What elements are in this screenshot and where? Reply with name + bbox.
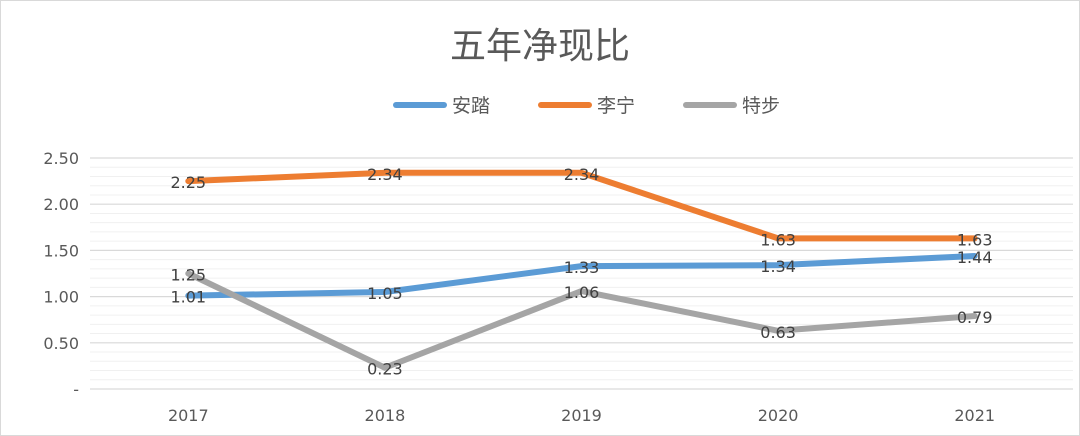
x-tick-label: 2019 (561, 406, 602, 425)
legend: 安踏 李宁 特步 (393, 95, 780, 117)
data-label: 1.25 (170, 266, 206, 285)
y-tick-label: 0.50 (43, 334, 79, 353)
chart-title: 五年净现比 (450, 26, 630, 67)
data-label: 0.79 (957, 308, 993, 327)
data-label: 1.63 (957, 230, 993, 249)
y-axis: - 0.50 1.00 1.50 2.00 2.50 (43, 149, 79, 399)
data-label: 1.44 (957, 248, 993, 267)
data-label: 0.63 (760, 323, 796, 342)
data-label: 2.34 (564, 165, 600, 184)
y-tick-label: 1.50 (43, 241, 79, 260)
legend-label: 安踏 (452, 95, 490, 117)
data-label: 1.34 (760, 257, 796, 276)
series-line (185, 252, 978, 299)
series-line (185, 270, 978, 371)
x-tick-label: 2021 (954, 406, 995, 425)
y-tick-label: 2.50 (43, 149, 79, 168)
x-tick-label: 2020 (758, 406, 799, 425)
data-label: 1.63 (760, 230, 796, 249)
data-label: 0.23 (367, 360, 403, 379)
y-tick-label: 1.00 (43, 288, 79, 307)
series-lines (185, 169, 978, 371)
data-label: 1.33 (564, 258, 600, 277)
series-line (185, 169, 978, 242)
x-tick-label: 2017 (168, 406, 209, 425)
data-label: 1.06 (564, 283, 600, 302)
x-axis: 2017 2018 2019 2020 2021 (168, 406, 995, 425)
data-labels: 1.01 1.05 1.33 1.34 1.44 2.25 2.34 2.34 1.63 1.63… (170, 165, 992, 379)
y-tick-label: - (73, 380, 79, 399)
data-label: 2.34 (367, 165, 403, 184)
x-tick-label: 2018 (365, 406, 406, 425)
legend-label: 李宁 (597, 95, 635, 117)
legend-label: 特步 (742, 95, 780, 117)
data-label: 2.25 (170, 173, 206, 192)
data-label: 1.05 (367, 284, 403, 303)
y-tick-label: 2.00 (43, 195, 79, 214)
data-label: 1.01 (170, 288, 206, 307)
